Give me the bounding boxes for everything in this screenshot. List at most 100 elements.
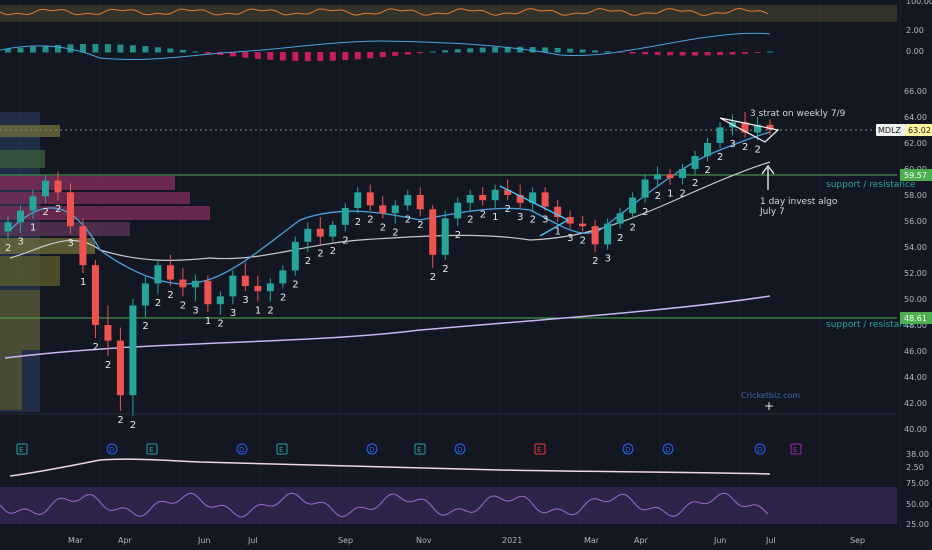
macd-bar	[104, 44, 111, 53]
strat-label: 2	[430, 272, 436, 283]
event-marker-label: E	[279, 446, 283, 454]
volume-profile	[0, 112, 210, 412]
candle-body	[466, 195, 474, 203]
strat-label: 2	[617, 233, 623, 244]
candle-body	[166, 265, 174, 280]
event-marker[interactable]: D	[754, 443, 766, 455]
candle-body	[291, 241, 299, 271]
event-marker[interactable]: E	[16, 443, 28, 455]
strat-label: 3	[730, 139, 736, 150]
macd-bar	[254, 52, 261, 59]
event-marker[interactable]: E	[414, 443, 426, 455]
macd-bar	[267, 52, 274, 60]
price-tick-label: 56.00	[904, 217, 927, 226]
macd-bar	[367, 52, 374, 59]
event-marker-label: D	[109, 446, 114, 454]
candle-body	[741, 122, 749, 133]
candle-body	[429, 209, 437, 255]
strat-label: 2	[5, 243, 11, 254]
crosshair-icon[interactable]: +	[764, 399, 774, 413]
time-tick-label: Sep	[850, 536, 865, 545]
event-marker-label: D	[369, 446, 374, 454]
event-marker[interactable]: D	[236, 443, 248, 455]
time-tick-label: Mar	[68, 536, 84, 545]
macd-bar	[142, 46, 149, 53]
event-marker[interactable]: D	[454, 443, 466, 455]
macd-bar	[717, 52, 724, 56]
event-marker[interactable]: E	[534, 443, 546, 455]
price-tick-label: 58.00	[904, 191, 927, 200]
top-axis: 100.00 2.00 0.00	[906, 0, 932, 56]
event-marker[interactable]: D	[106, 443, 118, 455]
strat-label: 2	[580, 235, 586, 246]
strat-label: 2	[142, 321, 148, 332]
macd-bar	[129, 45, 136, 53]
macd-bar	[154, 47, 161, 53]
bottom-tick-label: 2.50	[906, 463, 924, 472]
strat-label: 2	[380, 222, 386, 233]
candle-body	[191, 280, 199, 288]
macd-histogram	[5, 43, 773, 62]
bottom-axis: 38.00 2.50 75.00 50.00 25.00	[906, 450, 929, 529]
top-oscillator-line	[0, 7, 769, 17]
strat-label: 3	[67, 238, 73, 249]
strat-label: 2	[592, 256, 598, 267]
candle-body	[416, 195, 424, 210]
strat-label: 1	[30, 222, 36, 233]
candle-body	[516, 195, 524, 203]
macd-bar	[67, 44, 74, 53]
candle-body	[404, 195, 412, 206]
last-price-tag: 63.02	[908, 126, 931, 135]
symbol-label: MDLZ	[878, 126, 902, 135]
time-tick-label: Apr	[634, 536, 649, 545]
event-marker-label: D	[757, 446, 762, 454]
event-marker[interactable]: D	[366, 443, 378, 455]
macd-bar	[679, 52, 686, 56]
bottom-tick-label: 50.00	[906, 500, 929, 509]
symbol-price-tag[interactable]: MDLZ	[876, 124, 906, 136]
price-tick-label: 50.00	[904, 295, 927, 304]
strat-label: 2	[505, 204, 511, 215]
macd-bar	[29, 46, 36, 53]
bottom-tick-label: 75.00	[906, 479, 929, 488]
event-marker-label: D	[239, 446, 244, 454]
event-marker-label: D	[457, 446, 462, 454]
macd-bar	[342, 52, 349, 61]
strat-label: 2	[105, 360, 111, 371]
candle-body	[704, 143, 712, 156]
event-marker[interactable]: E	[276, 443, 288, 455]
macd-bar	[542, 47, 549, 53]
event-marker-label: D	[625, 446, 630, 454]
macd-bar	[767, 51, 773, 53]
event-marker[interactable]: E	[146, 443, 158, 455]
strat-label: 2	[280, 293, 286, 304]
candle-body	[341, 208, 349, 225]
macd-bar	[92, 43, 99, 53]
macd-bar	[554, 47, 561, 53]
time-tick-label: Apr	[118, 536, 133, 545]
strat-label: 2	[717, 152, 723, 163]
event-marker[interactable]: E	[790, 443, 802, 455]
strat-label: 3	[517, 212, 523, 223]
macd-bar	[42, 45, 49, 53]
macd-bar	[54, 44, 61, 53]
candle-body	[641, 179, 649, 198]
blue-trendline-2	[539, 219, 569, 237]
macd-bar	[229, 52, 236, 57]
candle-body	[604, 223, 612, 245]
event-marker[interactable]: D	[662, 443, 674, 455]
candle-body	[391, 205, 399, 214]
candle-body	[229, 275, 237, 297]
macd-bar	[729, 52, 736, 55]
arrow-pointer	[761, 164, 775, 190]
macd-bar	[5, 49, 11, 53]
time-tick-label: Jun	[713, 536, 727, 545]
macd-bar	[504, 46, 511, 53]
macd-line	[0, 32, 771, 60]
strat-label: 1	[255, 306, 261, 317]
event-marker[interactable]: D	[622, 443, 634, 455]
annotation-date: July 7	[759, 207, 785, 217]
